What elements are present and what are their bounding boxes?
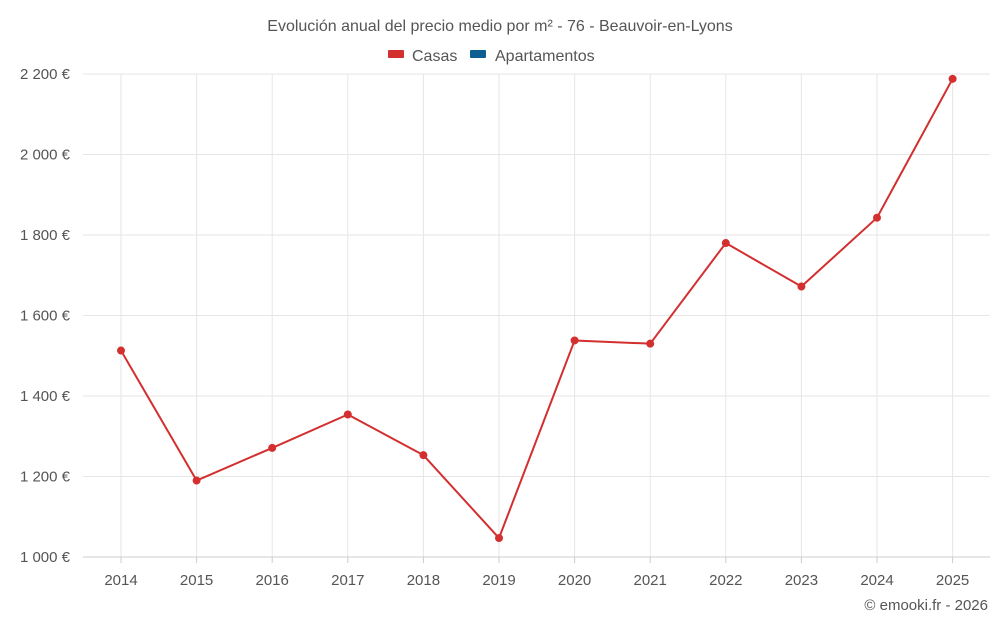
data-point-2023[interactable] — [797, 282, 806, 291]
data-point-2021[interactable] — [646, 339, 655, 348]
legend-swatch-casas — [388, 50, 404, 58]
legend-swatch-apartamentos — [470, 50, 486, 58]
x-tick-label: 2023 — [785, 572, 818, 589]
x-tick-label: 2014 — [104, 572, 137, 589]
legend-item-casas[interactable]: Casas — [388, 48, 457, 65]
data-point-2022[interactable] — [721, 239, 730, 248]
legend-item-apartamentos[interactable]: Apartamentos — [470, 48, 595, 65]
y-tick-label: 1 000 € — [20, 549, 71, 566]
data-point-2019[interactable] — [495, 534, 503, 543]
legend: Casas Apartamentos — [388, 48, 595, 65]
x-tick-label: 2017 — [331, 572, 364, 589]
axes: 1 000 € 1 200 € 1 400 € 1 600 € 1 800 € 2 000… — [20, 66, 990, 589]
y-tick-label: 2 000 € — [20, 147, 71, 164]
x-tick-label: 2018 — [407, 572, 440, 589]
data-point-2020[interactable] — [570, 336, 579, 345]
x-tick-label: 2022 — [709, 572, 742, 589]
series — [117, 74, 957, 543]
data-point-2025[interactable] — [948, 74, 957, 83]
data-point-2017[interactable] — [343, 410, 352, 419]
y-tick-label: 1 600 € — [20, 308, 71, 325]
data-point-2018[interactable] — [419, 451, 428, 460]
data-point-2024[interactable] — [873, 213, 881, 222]
x-tick-label: 2024 — [860, 572, 893, 589]
x-tick-label: 2020 — [558, 572, 591, 589]
legend-label-casas: Casas — [412, 48, 457, 65]
x-tick-label: 2021 — [634, 572, 667, 589]
x-tick-label: 2025 — [936, 572, 969, 589]
legend-label-apartamentos: Apartamentos — [495, 48, 595, 65]
data-point-2016[interactable] — [268, 443, 277, 452]
data-point-2014[interactable] — [117, 346, 125, 355]
credit-text: © emooki.fr - 2026 — [864, 597, 988, 614]
chart-title: Evolución anual del precio medio por m² … — [267, 18, 732, 35]
y-tick-label: 1 200 € — [20, 469, 71, 486]
x-tick-label: 2015 — [180, 572, 213, 589]
y-tick-label: 2 200 € — [20, 66, 71, 83]
data-point-2015[interactable] — [192, 476, 201, 485]
x-tick-label: 2019 — [482, 572, 515, 589]
grid — [83, 73, 990, 558]
y-tick-label: 1 800 € — [20, 227, 71, 244]
x-tick-label: 2016 — [256, 572, 289, 589]
series-line-casas — [120, 78, 954, 540]
y-tick-label: 1 400 € — [20, 388, 71, 405]
